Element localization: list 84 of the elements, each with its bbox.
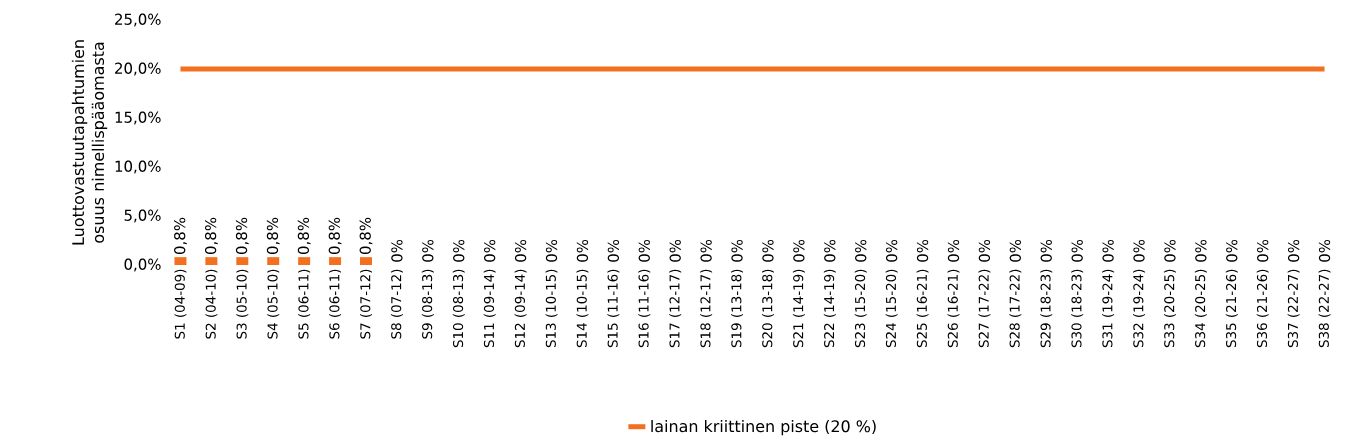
- data-label: 0%: [484, 239, 496, 262]
- x-tick-label: S20 (13-18): [761, 269, 774, 348]
- data-label: 0%: [422, 239, 434, 262]
- x-tick-label: S5 (06-11): [298, 269, 311, 339]
- data-label: 0%: [1133, 239, 1145, 262]
- data-label: 0%: [391, 239, 403, 262]
- x-tick-label: S38 (22-27): [1318, 269, 1331, 348]
- x-tick-label: S1 (04-09): [174, 269, 187, 339]
- data-label: 0%: [916, 239, 929, 262]
- data-label: 0%: [576, 239, 589, 262]
- x-tick-label: S37 (22-27): [1287, 269, 1300, 348]
- x-tick-label: S2 (04-10): [205, 269, 218, 339]
- x-tick-label: S7 (07-12): [360, 269, 372, 339]
- data-label: 0%: [855, 239, 867, 262]
- x-tick-label: S36 (21-26): [1256, 269, 1269, 348]
- x-tick-label: S19 (13-18): [731, 269, 744, 348]
- x-tick-label: S6 (06-11): [329, 269, 342, 339]
- data-label: 0,8%: [204, 217, 218, 254]
- x-tick-label: S35 (21-26): [1225, 269, 1238, 348]
- y-tick-label: 10,0%: [115, 160, 161, 174]
- y-tick-label: 20,0%: [115, 62, 161, 76]
- y-tick-label: 25,0%: [115, 13, 161, 27]
- x-tick-label: S4 (05-10): [267, 269, 280, 339]
- x-tick-label: S28 (17-22): [1009, 269, 1022, 348]
- x-tick-label: S30 (18-23): [1071, 269, 1084, 348]
- x-tick-label: S26 (16-21): [947, 269, 960, 348]
- x-tick-label: S13 (10-15): [545, 269, 558, 348]
- x-tick-label: S11 (09-14): [483, 269, 496, 348]
- data-label: 0%: [978, 239, 991, 262]
- data-label: 0,8%: [328, 217, 342, 254]
- data-label: 0%: [1102, 239, 1114, 262]
- x-tick-label: S27 (17-22): [978, 269, 991, 348]
- x-tick-label: S32 (19-24): [1133, 269, 1145, 348]
- x-tick-label: S23 (15-20): [854, 269, 867, 348]
- x-tick-label: S16 (11-16): [638, 269, 651, 348]
- data-label: 0%: [1009, 239, 1021, 262]
- data-label: 0%: [947, 239, 960, 262]
- y-tick-label: 5,0%: [124, 209, 161, 223]
- x-tick-label: S17 (12-17): [669, 269, 682, 348]
- data-label: 0%: [453, 239, 465, 262]
- legend-label: lainan kriittinen piste (20 %): [651, 419, 876, 436]
- data-label: 0%: [762, 239, 774, 262]
- data-label: 0%: [1071, 239, 1083, 262]
- data-label: 0,8%: [359, 217, 373, 254]
- x-tick-label: S21 (14-19): [792, 269, 805, 348]
- data-label: 0,8%: [174, 217, 187, 254]
- data-label: 0%: [1226, 239, 1238, 262]
- data-label: 0,8%: [297, 217, 311, 254]
- x-tick-label: S33 (20-25): [1163, 269, 1176, 348]
- data-label: 0%: [1164, 239, 1176, 262]
- data-label: 0%: [824, 239, 836, 262]
- x-tick-label: S24 (15-20): [885, 269, 898, 348]
- x-tick-label: S18 (12-17): [700, 269, 713, 348]
- data-label: 0%: [669, 239, 681, 262]
- data-label: 0%: [638, 239, 650, 262]
- data-label: 0,8%: [266, 217, 280, 254]
- data-label: 0%: [1040, 239, 1052, 262]
- data-label: 0%: [607, 239, 620, 262]
- x-tick-label: S9 (08-13): [421, 269, 434, 339]
- x-tick-label: S34 (20-25): [1194, 269, 1207, 348]
- data-label: 0%: [700, 239, 712, 262]
- x-tick-label: S22 (14-19): [823, 269, 836, 348]
- x-tick-label: S29 (18-23): [1040, 269, 1053, 348]
- data-label: 0%: [514, 239, 527, 262]
- data-label: 0%: [1318, 239, 1331, 262]
- y-axis-title: Luottovastuutapahtumien osuus nimellispääomasta: [71, 40, 108, 245]
- y-tick-label: 0,0%: [124, 258, 161, 272]
- x-tick-label: S8 (07-12): [390, 269, 403, 339]
- data-label: 0%: [1195, 239, 1207, 262]
- data-label: 0%: [1287, 239, 1300, 262]
- x-tick-label: S14 (10-15): [576, 269, 589, 348]
- data-label: 0%: [731, 239, 743, 262]
- x-tick-label: S15 (11-16): [607, 269, 620, 348]
- data-label: 0%: [885, 239, 898, 262]
- x-tick-label: S12 (09-14): [514, 269, 527, 348]
- data-label: 0%: [545, 239, 558, 262]
- data-label: 0%: [1257, 239, 1269, 262]
- data-label: 0%: [793, 239, 805, 262]
- x-tick-label: S25 (16-21): [916, 269, 929, 348]
- x-tick-label: S3 (05-10): [236, 269, 249, 339]
- data-label: 0,8%: [235, 217, 249, 254]
- x-tick-label: S31 (19-24): [1102, 269, 1115, 348]
- x-tick-label: S10 (08-13): [452, 269, 465, 348]
- y-tick-label: 15,0%: [115, 111, 161, 125]
